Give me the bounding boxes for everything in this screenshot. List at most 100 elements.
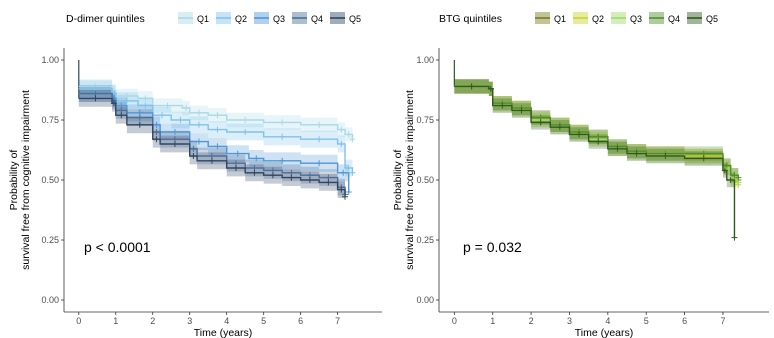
censor-mark-q5 (518, 107, 525, 114)
legend-label-q4: Q4 (311, 14, 323, 24)
censor-mark-q1 (279, 119, 286, 126)
x-tick-label: 1 (490, 316, 495, 326)
censor-mark-q5 (556, 124, 563, 131)
censor-mark-q4 (153, 129, 160, 135)
censor-mark-end-q3 (345, 189, 352, 195)
y-tick-label: 0.75 (41, 115, 59, 125)
censor-mark-q4 (723, 162, 730, 169)
censor-mark-q2 (214, 126, 221, 133)
x-tick-label: 6 (298, 316, 303, 326)
censor-mark-q3 (279, 157, 286, 164)
censor-mark-q5 (251, 169, 258, 176)
x-tick-label: 1 (113, 316, 118, 326)
x-tick-label: 3 (187, 316, 192, 326)
censor-mark-q1 (338, 126, 345, 133)
legend-label-q1: Q1 (197, 14, 209, 24)
censor-mark-q5 (487, 85, 494, 92)
legend-title: BTG quintiles (439, 13, 502, 25)
censor-mark-q5 (499, 102, 506, 109)
ci-band-q4 (78, 85, 346, 203)
x-tick-label: 6 (682, 316, 687, 326)
y-tick-label: 0.75 (416, 115, 434, 125)
censor-mark-q1 (183, 105, 190, 111)
legend-label-q5: Q5 (706, 14, 718, 24)
censor-mark-q3 (153, 121, 160, 128)
y-tick-label: 0.50 (416, 175, 434, 185)
legend-label-q2: Q2 (235, 14, 247, 24)
p-value-annotation: p < 0.0001 (84, 239, 151, 255)
x-axis-title: Time (years) (194, 327, 253, 338)
censor-mark-q5 (92, 95, 99, 102)
censor-mark-q5 (232, 165, 239, 171)
x-tick-label: 2 (529, 316, 534, 326)
censor-mark-q4 (136, 114, 143, 121)
censor-mark-end-q2 (349, 169, 356, 176)
legend-label-q2: Q2 (592, 14, 604, 24)
censor-mark-q3 (234, 150, 241, 157)
y-tick-label: 1.00 (41, 55, 59, 65)
censor-mark-q3 (171, 129, 178, 135)
censor-mark-q5 (269, 172, 276, 179)
censor-mark-q1 (242, 117, 249, 123)
censor-mark-q5 (595, 138, 602, 145)
censor-mark-q5 (325, 179, 332, 186)
censor-mark-q4 (190, 145, 197, 152)
y-axis-title-line2: survival free from cognitive impairment (20, 90, 32, 270)
x-tick-label: 0 (76, 316, 81, 326)
censor-mark-end-q5 (731, 234, 738, 241)
censor-mark-q5 (700, 155, 707, 162)
y-tick-label: 0.25 (41, 235, 59, 245)
censor-mark-q5 (662, 153, 669, 159)
ci-band-q3 (454, 79, 739, 190)
x-tick-label: 3 (567, 316, 572, 326)
km-line-q4 (78, 92, 346, 195)
censor-mark-q3 (253, 155, 260, 162)
censor-mark-q5 (727, 177, 734, 183)
x-tick-label: 5 (261, 316, 266, 326)
censor-mark-q5 (576, 131, 583, 138)
censor-mark-q3 (340, 169, 347, 176)
legend-label-q3: Q3 (630, 14, 642, 24)
censor-mark-q1 (164, 102, 171, 109)
p-value-annotation: p = 0.032 (463, 239, 522, 255)
censor-mark-end-q4 (735, 174, 742, 181)
censor-mark-q5 (537, 119, 544, 126)
censor-mark-end-q1 (349, 136, 356, 143)
x-tick-label: 0 (452, 316, 457, 326)
censor-mark-q5 (190, 153, 197, 159)
censor-mark-q4 (731, 172, 738, 179)
censor-mark-q5 (338, 186, 345, 193)
censor-mark-q2 (142, 102, 149, 109)
censor-mark-q1 (316, 121, 323, 128)
y-tick-label: 0.00 (416, 295, 434, 305)
legend: D-dimer quintiles Q1 Q2 Q3 Q4 Q5 (66, 12, 361, 25)
km-line-q1 (78, 85, 354, 140)
legend-label-q5: Q5 (349, 14, 361, 24)
y-tick-label: 0.50 (41, 175, 59, 185)
legend: BTG quintiles Q1 Q2 Q3 Q4 Q5 (439, 12, 718, 25)
censor-mark-q5 (208, 157, 215, 164)
censor-mark-q2 (345, 165, 352, 171)
censor-mark-q1 (195, 109, 202, 116)
censor-mark-q5 (468, 83, 475, 90)
censor-mark-q5 (118, 112, 125, 119)
legend-label-q4: Q4 (668, 14, 680, 24)
censor-mark-q5 (153, 136, 160, 143)
censor-mark-q2 (242, 129, 249, 135)
ci-band-q3 (78, 85, 349, 201)
x-tick-label: 5 (644, 316, 649, 326)
censor-mark-q2 (338, 141, 345, 147)
x-tick-label: 4 (605, 316, 610, 326)
censor-mark-q5 (171, 141, 178, 147)
censor-mark-q1 (214, 112, 221, 119)
x-axis-title: Time (years) (575, 327, 634, 338)
censor-mark-q1 (142, 95, 149, 102)
km-line-q5 (454, 85, 736, 238)
censor-mark-q3 (316, 160, 323, 167)
censor-mark-q5 (110, 100, 117, 107)
legend-label-q3: Q3 (273, 14, 285, 24)
censor-mark-q2 (123, 97, 130, 104)
y-tick-label: 0.25 (416, 235, 434, 245)
y-tick-label: 1.00 (416, 55, 434, 65)
censor-mark-q2 (195, 121, 202, 128)
